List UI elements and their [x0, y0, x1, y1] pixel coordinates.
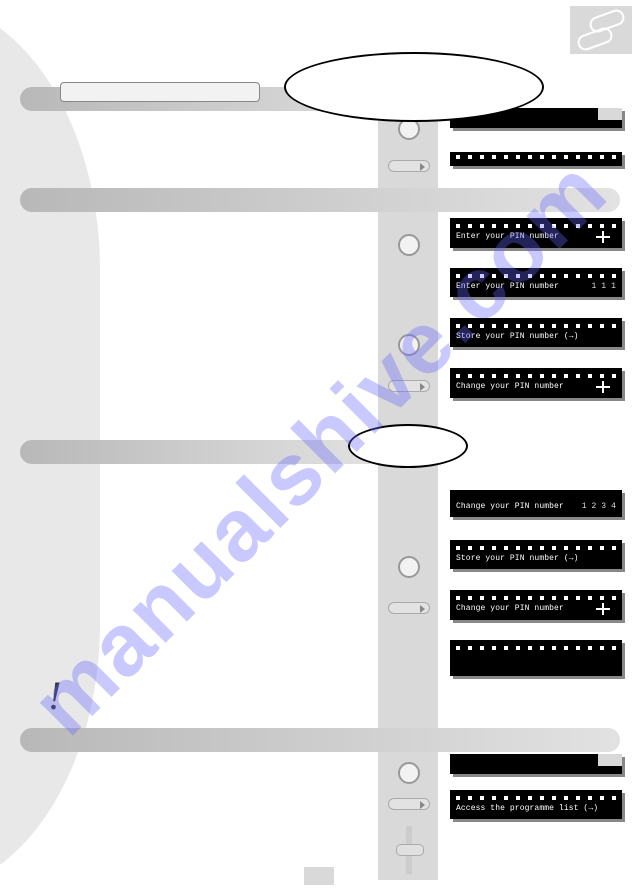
section-chip-1	[60, 82, 260, 102]
tick-row	[456, 646, 616, 650]
cursor-spark-icon	[590, 232, 616, 242]
nav-button-2[interactable]	[388, 380, 430, 392]
panel-text: Store your PIN number (→)	[456, 554, 579, 563]
panel-text: Enter your PIN number	[456, 282, 559, 291]
tick-row	[456, 546, 616, 550]
slider-control[interactable]	[406, 826, 412, 874]
panel-value: 1 2 3 4	[582, 502, 616, 511]
panel-value: 1 1 1	[591, 282, 616, 291]
display-panel-4a	[450, 754, 622, 774]
tick-row	[456, 155, 616, 159]
remote-icon	[570, 6, 632, 54]
callout-ellipse-1	[284, 52, 544, 122]
tick-row	[456, 374, 616, 378]
display-panel-3c: Change your PIN number	[450, 590, 622, 620]
display-panel-2a: Enter your PIN number	[450, 218, 622, 248]
page-footer-tab	[304, 867, 334, 885]
tick-row	[456, 224, 616, 228]
display-panel-1b	[450, 152, 622, 166]
panel-text: Store your PIN number (→)	[456, 332, 579, 341]
section-band-4	[20, 728, 620, 752]
section-band-2	[20, 188, 620, 212]
cursor-spark-icon	[590, 604, 616, 614]
display-panel-3b: Store your PIN number (→)	[450, 540, 622, 569]
panel-text: Change your PIN number	[456, 502, 564, 511]
tick-row	[456, 274, 616, 278]
display-panel-2b: Enter your PIN number 1 1 1	[450, 268, 622, 297]
panel-text: Change your PIN number	[456, 382, 564, 392]
display-panel-4b: Access the programme list (→)	[450, 790, 622, 819]
callout-ellipse-2	[348, 424, 468, 468]
ok-button-2a[interactable]	[398, 234, 420, 256]
nav-button-4[interactable]	[388, 798, 430, 810]
display-panel-2d: Change your PIN number	[450, 368, 622, 398]
tick-row	[456, 596, 616, 600]
panel-text: Access the programme list (→)	[456, 804, 598, 813]
tick-row	[456, 796, 616, 800]
tick-row	[456, 324, 616, 328]
display-panel-3d	[450, 640, 622, 676]
panel-text: Enter your PIN number	[456, 232, 559, 242]
nav-button-1[interactable]	[388, 160, 430, 172]
cursor-spark-icon	[590, 382, 616, 392]
section-band-3	[20, 440, 380, 464]
warning-exclaim-icon: !	[48, 672, 61, 719]
display-panel-2c: Store your PIN number (→)	[450, 318, 622, 347]
ok-button-2b[interactable]	[398, 334, 420, 356]
nav-button-3[interactable]	[388, 602, 430, 614]
panel-text: Change your PIN number	[456, 604, 564, 614]
ok-button-4[interactable]	[398, 762, 420, 784]
ok-button-3[interactable]	[398, 556, 420, 578]
display-panel-3a: Change your PIN number 1 2 3 4	[450, 490, 622, 517]
